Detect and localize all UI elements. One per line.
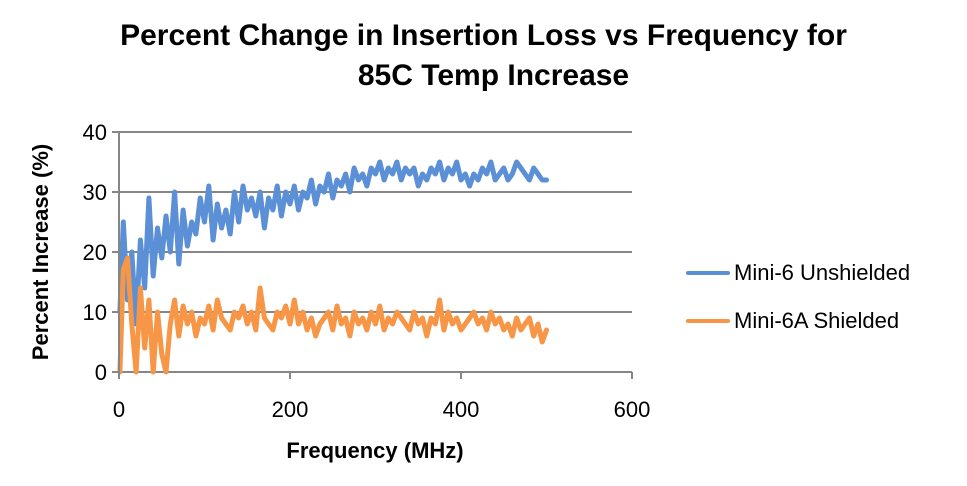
gridlines: [119, 131, 632, 373]
legend-label-shielded: Mini-6A Shielded: [734, 308, 900, 333]
legend-swatch-shielded: [686, 319, 730, 323]
y-tick-label: 0: [95, 360, 107, 385]
legend-item-shielded: Mini-6A Shielded: [686, 308, 899, 334]
x-tick-label: 0: [113, 397, 125, 422]
legend-label-unshielded: Mini-6 Unshielded: [734, 260, 911, 285]
x-tick-label: 200: [272, 397, 309, 422]
legend-item-unshielded: Mini-6 Unshielded: [686, 260, 910, 286]
x-tick-label: 600: [614, 397, 651, 422]
chart-title-line-1: Percent Change in Insertion Loss vs Freq…: [120, 19, 847, 52]
legend-swatch-unshielded: [686, 271, 730, 275]
x-tick-label: 400: [443, 397, 480, 422]
x-axis-label: Frequency (MHz): [286, 438, 463, 463]
chart-title-line-2: 85C Temp Increase: [357, 59, 630, 92]
y-tick-label: 20: [83, 240, 107, 265]
y-tick-label: 30: [83, 180, 107, 205]
y-tick-label: 10: [83, 300, 107, 325]
series-line-0: [117, 159, 549, 327]
series-line-1: [117, 255, 549, 375]
y-tick-label: 40: [83, 120, 107, 145]
y-axis-label: Percent Increase (%): [28, 144, 53, 360]
